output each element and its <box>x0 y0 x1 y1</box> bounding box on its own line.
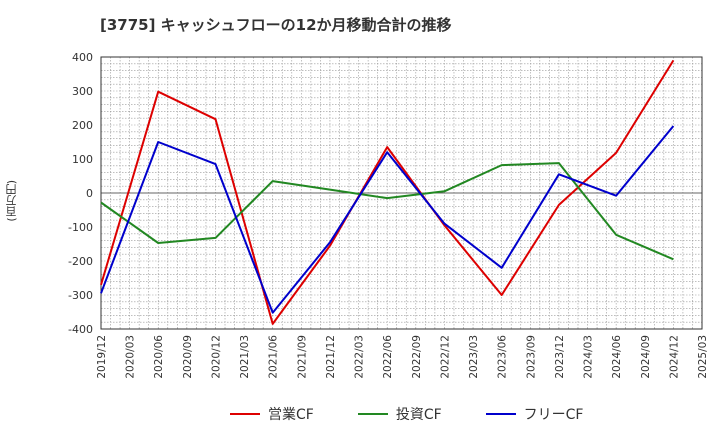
chart-title: [3775] キャッシュフローの12か月移動合計の推移 <box>100 16 452 34</box>
y-tick-label: 300 <box>72 85 93 98</box>
x-tick-label: 2020/03 <box>125 335 137 379</box>
x-tick-label: 2020/09 <box>182 335 194 379</box>
legend-item-investing-cf: 投資CF <box>357 404 442 424</box>
y-tick-label: -300 <box>68 289 93 302</box>
y-tick-label: 200 <box>72 119 93 132</box>
x-tick-label: 2019/12 <box>96 335 108 379</box>
x-tick-label: 2021/09 <box>296 335 308 379</box>
x-tick-label: 2024/03 <box>583 335 595 379</box>
chart-legend: 営業CF 投資CF フリーCF <box>230 404 583 424</box>
legend-item-free-cf: フリーCF <box>485 404 584 424</box>
series-line-free-cf <box>100 125 675 314</box>
legend-swatch-free-cf <box>485 413 516 415</box>
y-tick-label: -400 <box>68 323 93 336</box>
x-tick-label: 2022/03 <box>354 335 366 379</box>
y-tick-label: -100 <box>68 221 93 234</box>
legend-item-operating-cf: 営業CF <box>230 404 314 424</box>
x-tick-label: 2023/12 <box>554 335 566 379</box>
x-tick-label: 2020/06 <box>153 335 165 379</box>
x-tick-label: 2021/12 <box>325 335 337 379</box>
legend-label-free-cf: フリーCF <box>523 407 584 423</box>
x-tick-label: 2023/09 <box>525 335 537 379</box>
x-tick-label: 2024/09 <box>640 335 652 379</box>
legend-swatch-investing-cf <box>357 413 388 415</box>
x-tick-label: 2022/09 <box>411 335 423 379</box>
x-tick-label: 2021/03 <box>239 335 251 379</box>
x-tick-label: 2022/12 <box>439 335 451 379</box>
x-tick-label: 2024/12 <box>668 335 680 379</box>
x-tick-label: 2021/06 <box>268 335 280 379</box>
x-tick-label: 2024/06 <box>611 335 623 379</box>
legend-swatch-operating-cf <box>230 413 260 415</box>
x-tick-label: 2023/03 <box>468 335 480 379</box>
legend-label-investing-cf: 投資CF <box>395 407 442 423</box>
x-tick-label: 2023/06 <box>497 335 509 379</box>
x-tick-label: 2022/06 <box>382 335 394 379</box>
legend-label-operating-cf: 営業CF <box>268 407 314 423</box>
plot-border <box>100 56 703 330</box>
x-tick-label: 2020/12 <box>210 335 222 379</box>
x-tick-label: 2025/03 <box>697 335 709 379</box>
y-tick-label: 0 <box>86 187 93 200</box>
y-tick-label: 100 <box>72 153 93 166</box>
y-tick-label: -200 <box>68 255 93 268</box>
series-line-investing-cf <box>100 162 674 261</box>
y-tick-label: 400 <box>72 51 93 64</box>
